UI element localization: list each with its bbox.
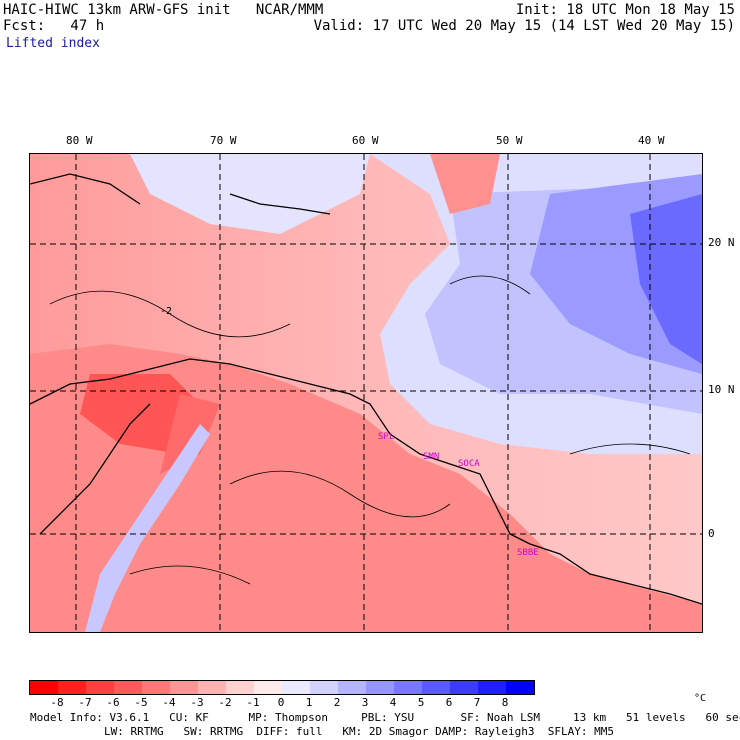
- colorbar-swatch: [226, 681, 254, 694]
- colorbar-tick-label: 5: [417, 696, 425, 709]
- colorbar-tick-label: -5: [134, 696, 148, 709]
- colorbar-swatch: [282, 681, 310, 694]
- colorbar-swatch: [310, 681, 338, 694]
- lon-label-40w: 40 W: [638, 134, 665, 147]
- lat-label-0: 0: [708, 527, 715, 540]
- stable-region-core: [630, 194, 702, 364]
- colorbar-tick-label: -8: [50, 696, 64, 709]
- colorbar-tick-label: -1: [246, 696, 260, 709]
- colorbar-swatch: [506, 681, 534, 694]
- unstable-core-venezuela: [160, 394, 220, 474]
- colorbar-unit: °C: [694, 693, 707, 704]
- colorbar-tick-label: 1: [305, 696, 313, 709]
- init-time: Init: 18 UTC Mon 18 May 15: [515, 2, 735, 18]
- field-name: Lifted index: [6, 36, 100, 51]
- colorbar-swatch: [86, 681, 114, 694]
- contour-label: -2: [160, 306, 172, 317]
- colorbar-tick-label: -3: [190, 696, 204, 709]
- colorbar-swatch: [366, 681, 394, 694]
- lat-label-10n: 10 N: [708, 383, 735, 396]
- station-sbbe: SBBE: [517, 548, 539, 558]
- colorbar-swatch: [114, 681, 142, 694]
- colorbar-tick-label: -2: [218, 696, 232, 709]
- colorbar-tick-label: 0: [277, 696, 285, 709]
- contours: [49, 275, 691, 585]
- unstable-patch-north: [430, 154, 500, 214]
- colorbar-swatch: [198, 681, 226, 694]
- lat-label-20n: 20 N: [708, 236, 735, 249]
- colorbar-tick-label: -6: [106, 696, 120, 709]
- colorbar-tick-label: 3: [361, 696, 369, 709]
- colorbar-swatch: [394, 681, 422, 694]
- colorbar: [29, 680, 535, 695]
- coastlines: [30, 173, 702, 605]
- colorbar-tick-label: 6: [445, 696, 453, 709]
- colorbar-swatch: [254, 681, 282, 694]
- colorbar-swatch: [422, 681, 450, 694]
- valid-time: Valid: 17 UTC Wed 20 May 15 (14 LST Wed …: [313, 18, 735, 34]
- lon-label-70w: 70 W: [210, 134, 237, 147]
- model-info-line1: Model Info: V3.6.1 CU: KF MP: Thompson P…: [30, 711, 740, 724]
- colorbar-swatch: [58, 681, 86, 694]
- colorbar-swatch: [450, 681, 478, 694]
- lon-label-50w: 50 W: [496, 134, 523, 147]
- station-soca: SOCA: [458, 459, 480, 469]
- colorbar-tick-label: -4: [162, 696, 176, 709]
- lon-label-80w: 80 W: [66, 134, 93, 147]
- station-spl: SPL: [378, 432, 395, 442]
- stable-caribbean-north: [130, 154, 370, 234]
- colorbar-swatch: [338, 681, 366, 694]
- colorbar-swatch: [142, 681, 170, 694]
- colorbar-tick-label: 8: [501, 696, 509, 709]
- forecast-hour: Fcst: 47 h: [3, 18, 105, 34]
- model-info-line2: LW: RRTMG SW: RRTMG DIFF: full KM: 2D Sm…: [104, 725, 614, 738]
- lon-label-60w: 60 W: [352, 134, 379, 147]
- colorbar-swatch: [30, 681, 58, 694]
- colorbar-tick-label: 7: [473, 696, 481, 709]
- model-title: HAIC-HIWC 13km ARW-GFS init NCAR/MMM: [3, 2, 324, 18]
- lat-lon-grid: [30, 154, 702, 632]
- lifted-index-map: -2 SPL SMN SOCA SBBE: [29, 153, 703, 633]
- colorbar-swatch: [478, 681, 506, 694]
- station-smn: SMN: [423, 452, 440, 462]
- andes-stable-band: [85, 424, 210, 632]
- map-canvas: -2: [30, 154, 702, 632]
- colorbar-swatch: [170, 681, 198, 694]
- colorbar-tick-label: -7: [78, 696, 92, 709]
- colorbar-tick-label: 2: [333, 696, 341, 709]
- colorbar-tick-label: 4: [389, 696, 397, 709]
